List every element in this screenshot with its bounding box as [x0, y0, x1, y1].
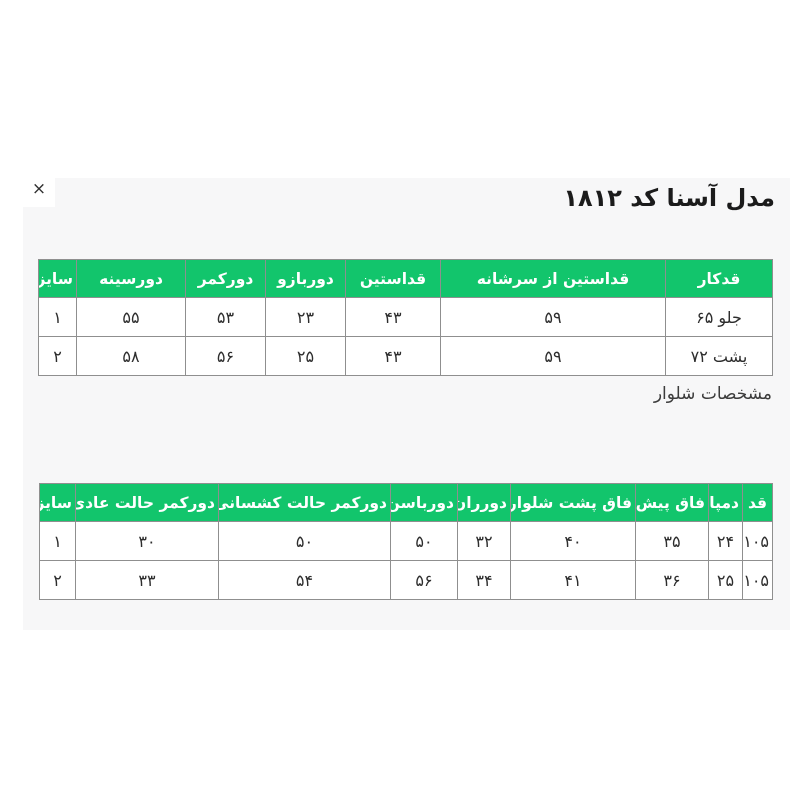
close-button[interactable]: × [23, 178, 55, 207]
table-cell: ۱۰۵ [742, 560, 773, 600]
table-row: جلو ۶۵ ۵۹ ۴۳ ۲۳ ۵۳ ۵۵ ۱ [38, 297, 773, 337]
column-header: فاق پیش [635, 483, 709, 522]
table-cell: ۱ [38, 297, 77, 337]
table-cell: ۲۴ [708, 521, 743, 561]
column-header: دورکمر [185, 259, 266, 298]
table-cell: ۵۶ [185, 336, 266, 376]
table-cell: ۳۶ [635, 560, 709, 600]
column-header: دورکمر حالت عادی [75, 483, 219, 522]
close-icon: × [31, 179, 47, 199]
column-header: دورران [457, 483, 511, 522]
table-cell: ۵۵ [76, 297, 186, 337]
table-cell: ۳۴ [457, 560, 511, 600]
table-row: ۱۰۵ ۲۵ ۳۶ ۴۱ ۳۴ ۵۶ ۵۴ ۳۳ ۲ [39, 560, 773, 600]
table-cell: جلو ۶۵ [665, 297, 773, 337]
table-cell: ۵۰ [218, 521, 391, 561]
table-row: ۱۰۵ ۲۴ ۳۵ ۴۰ ۳۲ ۵۰ ۵۰ ۳۰ ۱ [39, 521, 773, 561]
table-cell: پشت ۷۲ [665, 336, 773, 376]
table-cell: ۴۱ [510, 560, 636, 600]
table-cell: ۱ [39, 521, 76, 561]
column-header: دمپا [708, 483, 743, 522]
column-header: دورباسن [390, 483, 458, 522]
column-header: قد [742, 483, 773, 522]
table-cell: ۱۰۵ [742, 521, 773, 561]
column-header: دورسینه [76, 259, 186, 298]
table-row: پشت ۷۲ ۵۹ ۴۳ ۲۵ ۵۶ ۵۸ ۲ [38, 336, 773, 376]
table-cell: ۵۶ [390, 560, 458, 600]
column-header: قدکار [665, 259, 773, 298]
table-cell: ۳۲ [457, 521, 511, 561]
column-header: سایز [39, 483, 76, 522]
shirt-size-table: قدکار قداستین از سرشانه قداستین دوربازو … [38, 259, 773, 376]
pants-size-table: قد دمپا فاق پیش فاق پشت شلوار دورران دور… [39, 483, 773, 600]
table-cell: ۲ [39, 560, 76, 600]
column-header: فاق پشت شلوار [510, 483, 636, 522]
table-cell: ۲ [38, 336, 77, 376]
column-header: قداستین [345, 259, 441, 298]
column-header: دورکمر حالت کشسانی [218, 483, 391, 522]
table-cell: ۲۵ [708, 560, 743, 600]
pants-section-label: مشخصات شلوار [653, 384, 772, 404]
table-cell: ۵۴ [218, 560, 391, 600]
table-cell: ۵۸ [76, 336, 186, 376]
table-cell: ۵۳ [185, 297, 266, 337]
table-cell: ۳۰ [75, 521, 219, 561]
table-cell: ۲۳ [265, 297, 346, 337]
table-cell: ۲۵ [265, 336, 346, 376]
table-cell: ۴۰ [510, 521, 636, 561]
pants-table-header-row: قد دمپا فاق پیش فاق پشت شلوار دورران دور… [39, 483, 773, 522]
table-cell: ۵۹ [440, 336, 666, 376]
column-header: سایز [38, 259, 77, 298]
table-cell: ۵۹ [440, 297, 666, 337]
shirt-table-header-row: قدکار قداستین از سرشانه قداستین دوربازو … [38, 259, 773, 298]
table-cell: ۴۳ [345, 297, 441, 337]
column-header: دوربازو [265, 259, 346, 298]
column-header: قداستین از سرشانه [440, 259, 666, 298]
table-cell: ۵۰ [390, 521, 458, 561]
table-cell: ۳۳ [75, 560, 219, 600]
table-cell: ۳۵ [635, 521, 709, 561]
table-cell: ۴۳ [345, 336, 441, 376]
page-title: مدل آسنا کد ۱۸۱۲ [563, 184, 775, 212]
